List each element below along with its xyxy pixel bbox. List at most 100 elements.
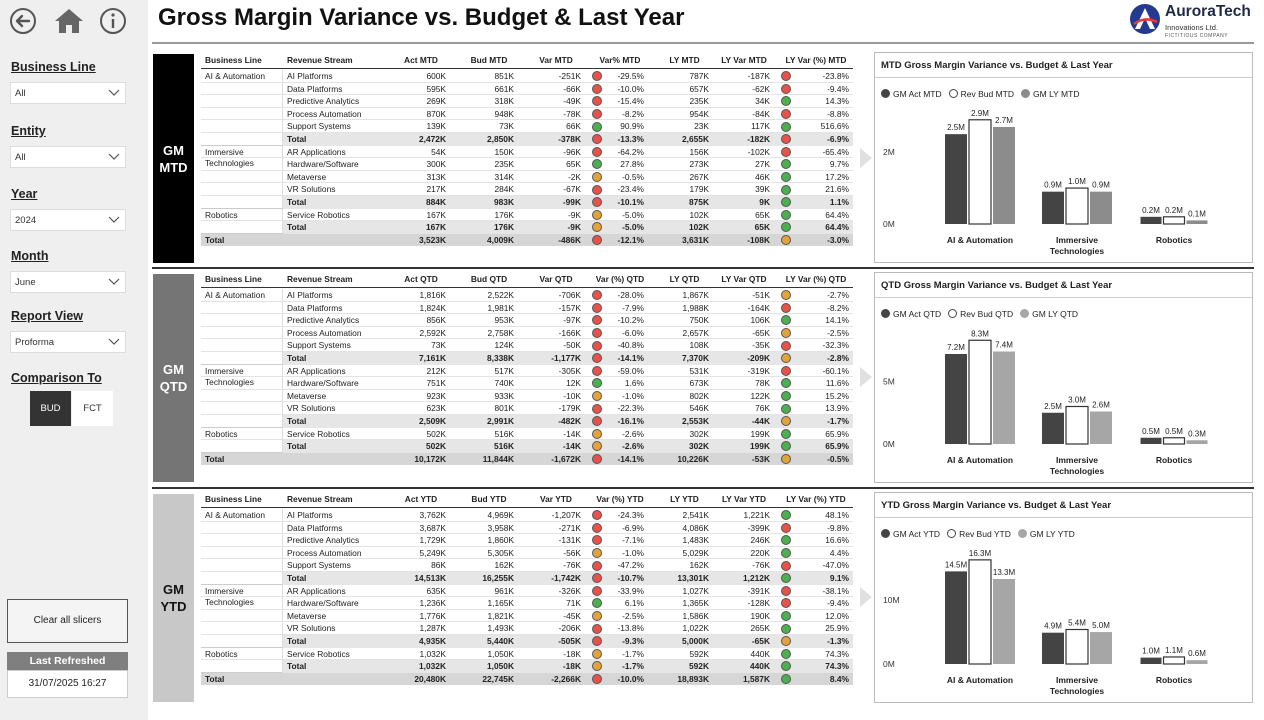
ly-variance-pct-cell: 15.2% bbox=[825, 390, 849, 401]
bar[interactable] bbox=[1090, 632, 1112, 664]
legend-item[interactable]: GM LY YTD bbox=[1017, 529, 1075, 539]
column-header[interactable]: LY MTD bbox=[669, 55, 700, 65]
bar[interactable] bbox=[1186, 220, 1208, 224]
bar[interactable] bbox=[993, 126, 1015, 224]
last-year-cell: 1,586K bbox=[682, 610, 709, 621]
data-label: 16.3M bbox=[969, 549, 992, 558]
column-header[interactable]: Var (%) QTD bbox=[595, 274, 645, 284]
legend-item[interactable]: Rev Bud QTD bbox=[948, 309, 1013, 319]
variance-pct-cell: -13.3% bbox=[617, 134, 644, 144]
column-header[interactable]: LY Var (%) YTD bbox=[786, 494, 846, 504]
column-header[interactable]: Var% MTD bbox=[599, 55, 641, 65]
legend-item[interactable]: GM Act MTD bbox=[881, 89, 942, 99]
status-indicator-icon bbox=[592, 454, 602, 465]
status-indicator-icon bbox=[592, 378, 602, 389]
bar[interactable] bbox=[945, 571, 967, 664]
legend-item[interactable]: GM Act QTD bbox=[881, 309, 941, 319]
bar[interactable] bbox=[968, 119, 992, 225]
bar[interactable] bbox=[993, 579, 1015, 664]
variance-cell: -10K bbox=[563, 390, 581, 401]
legend-item[interactable]: GM LY MTD bbox=[1021, 89, 1079, 99]
column-header[interactable]: Revenue Stream bbox=[287, 494, 353, 504]
column-header[interactable]: Var MTD bbox=[539, 55, 573, 65]
column-header[interactable]: Business Line bbox=[205, 55, 262, 65]
legend-item[interactable]: Rev Bud MTD bbox=[948, 89, 1014, 99]
bar[interactable] bbox=[1186, 660, 1208, 664]
info-icon[interactable] bbox=[98, 6, 128, 36]
column-header[interactable]: Act QTD bbox=[404, 274, 438, 284]
variance-cell: -1,742K bbox=[551, 573, 581, 583]
legend-item[interactable]: Rev Bud YTD bbox=[947, 529, 1011, 539]
bar[interactable] bbox=[1065, 405, 1089, 445]
column-header[interactable]: LY Var QTD bbox=[721, 274, 767, 284]
column-header[interactable]: Business Line bbox=[205, 274, 262, 284]
toggle-bud[interactable]: BUD bbox=[30, 391, 71, 426]
back-arrow-icon[interactable] bbox=[8, 6, 38, 36]
bar[interactable] bbox=[1042, 632, 1064, 664]
column-header[interactable]: LY Var (%) QTD bbox=[785, 274, 847, 284]
column-header[interactable]: LY QTD bbox=[669, 274, 700, 284]
entity-dropdown[interactable]: All bbox=[10, 146, 126, 168]
bar[interactable] bbox=[945, 134, 967, 224]
column-header[interactable]: LY Var MTD bbox=[721, 55, 767, 65]
variance-pct-cell: -5.0% bbox=[622, 222, 644, 233]
bar[interactable] bbox=[1065, 187, 1089, 225]
column-header[interactable]: Act MTD bbox=[404, 55, 438, 65]
bar[interactable] bbox=[945, 354, 967, 444]
bar[interactable] bbox=[1186, 440, 1208, 444]
budget-cell: 661K bbox=[494, 83, 514, 94]
bar[interactable] bbox=[968, 559, 992, 665]
column-header[interactable]: LY Var (%) MTD bbox=[785, 55, 847, 65]
bar[interactable] bbox=[1162, 656, 1186, 665]
column-header[interactable]: Bud QTD bbox=[470, 274, 508, 284]
bar[interactable] bbox=[1090, 191, 1112, 224]
actual-cell: 54K bbox=[431, 146, 446, 157]
bar[interactable] bbox=[1090, 411, 1112, 445]
month-dropdown[interactable]: June bbox=[10, 271, 126, 293]
chevron-down-icon bbox=[108, 89, 120, 96]
clear-slicers-button[interactable]: Clear all slicers bbox=[7, 599, 128, 643]
ly-variance-pct-cell: -8.8% bbox=[827, 108, 849, 119]
status-indicator-icon bbox=[781, 623, 791, 634]
bar[interactable] bbox=[1065, 628, 1089, 665]
column-header[interactable]: Var YTD bbox=[540, 494, 572, 504]
chevron-down-icon bbox=[108, 216, 120, 223]
bar[interactable] bbox=[993, 351, 1015, 445]
legend-item[interactable]: GM Act YTD bbox=[881, 529, 940, 539]
column-header[interactable]: Var QTD bbox=[539, 274, 573, 284]
bar[interactable] bbox=[1162, 216, 1186, 225]
last-year-cell: 156K bbox=[689, 146, 709, 157]
legend-item[interactable]: GM LY QTD bbox=[1020, 309, 1078, 319]
column-header[interactable]: Revenue Stream bbox=[287, 274, 353, 284]
last-year-cell: 5,000K bbox=[681, 636, 709, 646]
toggle-fct[interactable]: FCT bbox=[72, 391, 113, 426]
bar[interactable] bbox=[1140, 216, 1162, 224]
column-header[interactable]: LY Var YTD bbox=[721, 494, 767, 504]
sidebar: Business Line All Entity All Year 2024 M… bbox=[0, 0, 148, 720]
column-header[interactable]: Var (%) YTD bbox=[596, 494, 644, 504]
bar-chart: 0M 2M 2.5M 2.9M 2.7M AI & Automation 0.9M 1.0M 0… bbox=[883, 109, 1208, 256]
status-indicator-icon bbox=[592, 661, 602, 672]
bar[interactable] bbox=[968, 339, 992, 445]
bar[interactable] bbox=[1140, 437, 1162, 444]
bar[interactable] bbox=[1140, 657, 1162, 664]
data-label: 3.0M bbox=[1068, 396, 1086, 405]
column-header[interactable]: Revenue Stream bbox=[287, 55, 353, 65]
revenue-stream-cell: VR Solutions bbox=[287, 184, 336, 195]
bar[interactable] bbox=[1042, 412, 1064, 444]
bar[interactable] bbox=[1042, 191, 1064, 224]
column-header[interactable]: Bud YTD bbox=[471, 494, 507, 504]
column-header[interactable]: Bud MTD bbox=[470, 55, 508, 65]
home-icon[interactable] bbox=[52, 6, 86, 36]
year-dropdown[interactable]: 2024 bbox=[10, 209, 126, 231]
column-header[interactable]: Act YTD bbox=[404, 494, 438, 504]
column-header[interactable]: LY YTD bbox=[670, 494, 699, 504]
ly-variance-cell: 27K bbox=[755, 159, 770, 170]
legend-swatch-icon bbox=[1017, 529, 1027, 538]
variance-cell: -1,207K bbox=[551, 510, 581, 520]
column-header[interactable]: Business Line bbox=[205, 494, 262, 504]
ly-variance-pct-cell: 14.1% bbox=[825, 315, 849, 326]
business-line-dropdown[interactable]: All bbox=[10, 82, 126, 104]
report-view-dropdown[interactable]: Proforma bbox=[10, 331, 126, 353]
bar[interactable] bbox=[1162, 437, 1186, 445]
